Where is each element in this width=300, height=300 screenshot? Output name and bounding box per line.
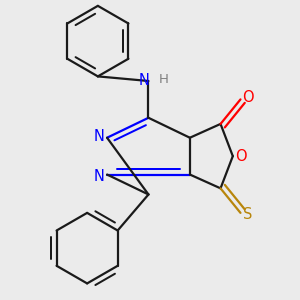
Text: N: N [94,129,105,144]
Text: S: S [244,207,253,222]
Text: H: H [159,73,169,86]
Text: N: N [94,169,105,184]
Text: N: N [138,73,149,88]
Text: O: O [242,90,254,105]
Text: O: O [236,148,247,164]
